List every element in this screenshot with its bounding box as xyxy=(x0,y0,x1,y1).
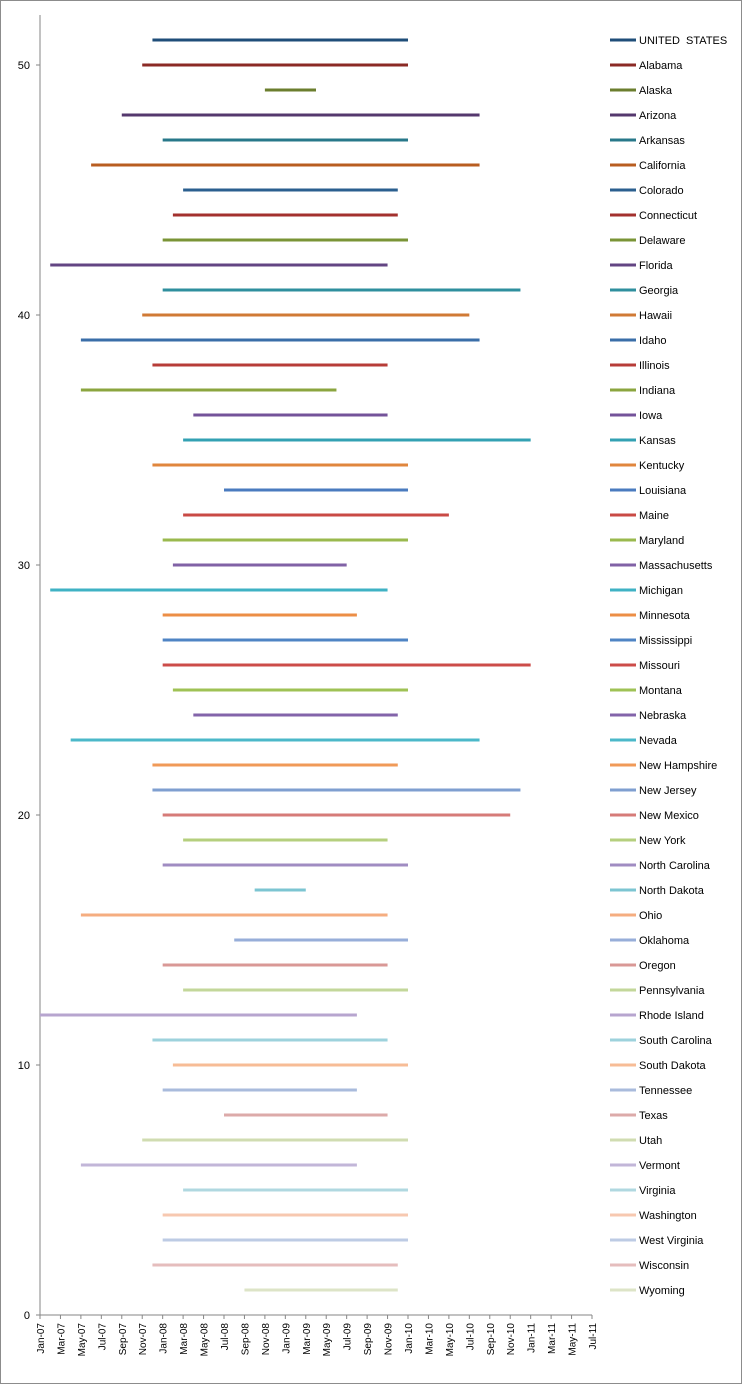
legend-label: New Hampshire xyxy=(639,760,717,772)
legend-label: New Jersey xyxy=(639,785,697,797)
legend-label: South Carolina xyxy=(639,1035,713,1047)
x-tick-label: Sep-09 xyxy=(363,1323,374,1356)
x-tick-label: Jul-10 xyxy=(465,1323,476,1351)
y-tick-label: 50 xyxy=(18,60,30,72)
x-tick-label: Mar-09 xyxy=(302,1323,313,1355)
x-tick-label: May-11 xyxy=(568,1323,579,1356)
x-tick-label: Jul-11 xyxy=(588,1323,599,1350)
legend-label: Delaware xyxy=(639,235,685,247)
legend-label: Kansas xyxy=(639,435,676,447)
x-tick-label: May-08 xyxy=(200,1323,211,1357)
legend-label: Montana xyxy=(639,685,683,697)
legend-label: Illinois xyxy=(639,360,670,372)
x-tick-label: Jul-07 xyxy=(97,1323,108,1351)
legend-label: Minnesota xyxy=(639,610,691,622)
x-tick-label: May-09 xyxy=(322,1323,333,1357)
legend-label: Washington xyxy=(639,1210,697,1222)
legend: UNITED STATES Alabama Alaska Arizona Arkansa… xyxy=(610,35,727,1297)
legend-label: Oklahoma xyxy=(639,935,690,947)
legend-label: Maine xyxy=(639,510,669,522)
x-tick-label: Nov-08 xyxy=(261,1323,272,1356)
legend-label: Michigan xyxy=(639,585,683,597)
legend-label: Iowa xyxy=(639,410,663,422)
y-axis-ticks: 0 10 20 30 40 50 xyxy=(18,60,40,1322)
x-tick-label: Jan-09 xyxy=(281,1323,292,1354)
legend-label: Virginia xyxy=(639,1185,676,1197)
y-tick-label: 10 xyxy=(18,1060,30,1072)
legend-label: Connecticut xyxy=(639,210,697,222)
x-tick-label: Mar-11 xyxy=(547,1323,558,1354)
legend-label: Kentucky xyxy=(639,460,685,472)
legend-label: Georgia xyxy=(639,285,679,297)
y-tick-label: 40 xyxy=(18,310,30,322)
x-tick-label: Sep-07 xyxy=(118,1323,129,1356)
legend-label: West Virginia xyxy=(639,1235,704,1247)
x-axis-ticks: Jan-07 Mar-07 May-07 Jul-07 Sep-07 Nov-07 Jan-… xyxy=(36,1315,599,1356)
legend-label: California xyxy=(639,160,686,172)
legend-label: North Carolina xyxy=(639,860,711,872)
legend-label: Missouri xyxy=(639,660,680,672)
x-tick-label: Nov-07 xyxy=(138,1323,149,1356)
x-tick-label: Mar-08 xyxy=(179,1323,190,1355)
legend-label: Alabama xyxy=(639,60,683,72)
legend-label: North Dakota xyxy=(639,885,705,897)
legend-label: New York xyxy=(639,835,686,847)
legend-label: Nevada xyxy=(639,735,678,747)
legend-label: Idaho xyxy=(639,335,667,347)
legend-label: Louisiana xyxy=(639,485,687,497)
legend-label: Arizona xyxy=(639,110,677,122)
x-tick-label: Jan-08 xyxy=(159,1323,170,1354)
axes xyxy=(39,15,592,1316)
bars xyxy=(40,38,531,1292)
x-tick-label: Nov-10 xyxy=(506,1323,517,1356)
x-tick-label: Jul-08 xyxy=(220,1323,231,1351)
legend-label: Wisconsin xyxy=(639,1260,689,1272)
legend-label: Nebraska xyxy=(639,710,687,722)
y-tick-label: 0 xyxy=(24,1310,30,1322)
x-tick-label: Mar-10 xyxy=(424,1323,435,1355)
x-tick-label: Sep-08 xyxy=(240,1323,251,1356)
legend-label: Indiana xyxy=(639,385,676,397)
legend-label: Utah xyxy=(639,1135,662,1147)
x-tick-label: Sep-10 xyxy=(486,1323,497,1356)
x-tick-label: Mar-07 xyxy=(56,1323,67,1355)
x-tick-label: Jul-09 xyxy=(343,1323,354,1351)
x-tick-label: May-10 xyxy=(445,1323,456,1357)
legend-label: South Dakota xyxy=(639,1060,707,1072)
legend-label: Mississippi xyxy=(639,635,692,647)
x-tick-label: Jan-07 xyxy=(36,1323,47,1354)
legend-label: Wyoming xyxy=(639,1285,685,1297)
legend-label: New Mexico xyxy=(639,810,699,822)
y-tick-label: 20 xyxy=(18,810,30,822)
legend-label: Ohio xyxy=(639,910,662,922)
x-tick-label: Nov-09 xyxy=(384,1323,395,1356)
x-tick-label: May-07 xyxy=(77,1323,88,1357)
x-tick-label: Jan-10 xyxy=(404,1323,415,1354)
legend-label: Hawaii xyxy=(639,310,672,322)
legend-label: Colorado xyxy=(639,185,684,197)
legend-label: Pennsylvania xyxy=(639,985,705,997)
legend-label: Rhode Island xyxy=(639,1010,704,1022)
y-tick-label: 30 xyxy=(18,560,30,572)
legend-label: Maryland xyxy=(639,535,684,547)
legend-label: UNITED STATES xyxy=(639,35,727,47)
legend-label: Tennessee xyxy=(639,1085,692,1097)
legend-label: Arkansas xyxy=(639,135,685,147)
legend-label: Oregon xyxy=(639,960,676,972)
legend-label: Alaska xyxy=(639,85,673,97)
legend-label: Massachusetts xyxy=(639,560,713,572)
x-tick-label: Jan-11 xyxy=(527,1323,538,1353)
legend-label: Texas xyxy=(639,1110,668,1122)
legend-label: Florida xyxy=(639,260,674,272)
legend-label: Vermont xyxy=(639,1160,680,1172)
